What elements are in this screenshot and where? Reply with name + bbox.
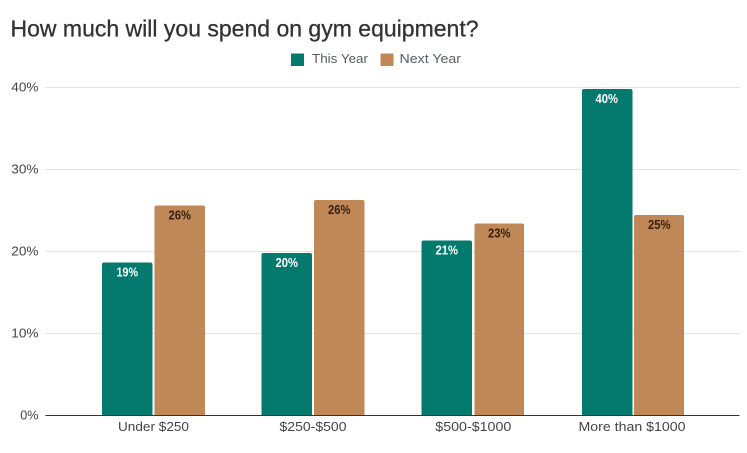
- svg-text:40%: 40%: [11, 80, 39, 95]
- svg-text:More than $1000: More than $1000: [579, 419, 686, 434]
- svg-text:26%: 26%: [328, 203, 351, 217]
- svg-text:26%: 26%: [169, 209, 192, 223]
- svg-text:Next Year: Next Year: [400, 51, 462, 66]
- svg-text:This Year: This Year: [312, 51, 369, 66]
- svg-text:20%: 20%: [11, 244, 39, 259]
- svg-text:20%: 20%: [276, 256, 299, 270]
- svg-text:19%: 19%: [117, 266, 139, 280]
- svg-text:25%: 25%: [648, 218, 671, 232]
- svg-text:0%: 0%: [20, 408, 39, 423]
- svg-text:23%: 23%: [488, 227, 511, 241]
- svg-text:40%: 40%: [596, 92, 619, 106]
- svg-text:$250-$500: $250-$500: [280, 419, 347, 434]
- svg-text:$500-$1000: $500-$1000: [435, 419, 511, 434]
- svg-text:10%: 10%: [11, 326, 39, 341]
- svg-text:30%: 30%: [11, 162, 39, 177]
- svg-text:21%: 21%: [436, 244, 459, 258]
- svg-text:Under $250: Under $250: [118, 419, 189, 434]
- svg-text:How much will you spend on gym: How much will you spend on gym equipment…: [11, 15, 479, 41]
